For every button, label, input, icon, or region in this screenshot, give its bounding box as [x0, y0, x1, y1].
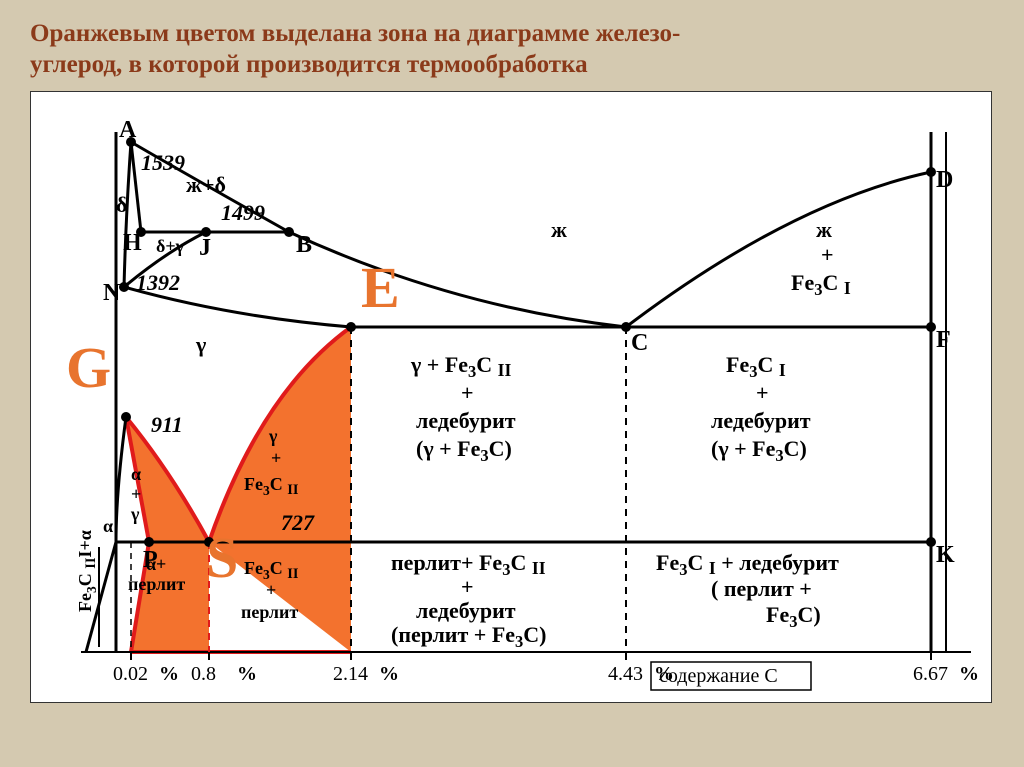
svg-text:(γ + Fe3C): (γ + Fe3C) — [416, 436, 512, 465]
title-line-2: углерод, в которой производится термообр… — [30, 51, 588, 78]
svg-text:+: + — [461, 574, 474, 599]
svg-text:F: F — [936, 327, 951, 353]
svg-text:2.14: 2.14 — [333, 663, 368, 685]
svg-text:содержание C: содержание C — [659, 665, 778, 687]
svg-text:α+: α+ — [146, 554, 166, 574]
svg-text:(γ + Fe3C): (γ + Fe3C) — [711, 436, 807, 465]
svg-text:0.8: 0.8 — [191, 663, 216, 685]
svg-text:%: % — [959, 663, 979, 685]
svg-text:+: + — [461, 380, 474, 405]
svg-text:(перлит + Fe3C): (перлит + Fe3C) — [391, 622, 547, 651]
svg-text:727: 727 — [281, 510, 315, 535]
svg-text:перлит: перлит — [128, 574, 185, 594]
svg-text:+: + — [821, 242, 834, 267]
svg-text:A: A — [119, 117, 137, 143]
svg-text:%: % — [159, 663, 179, 685]
svg-text:J: J — [199, 235, 211, 261]
svg-text:1499: 1499 — [221, 200, 265, 225]
svg-text:+: + — [271, 448, 281, 468]
svg-text:γ: γ — [195, 332, 206, 357]
svg-text:G: G — [66, 335, 111, 400]
svg-text:S: S — [206, 525, 238, 590]
svg-text:K: K — [936, 542, 955, 568]
svg-text:δ: δ — [116, 192, 127, 217]
svg-text:ледебурит: ледебурит — [416, 408, 516, 433]
svg-text:4.43: 4.43 — [608, 663, 643, 685]
svg-text:H: H — [123, 230, 142, 256]
svg-text:1392: 1392 — [136, 270, 180, 295]
title-line-1: Оранжевым цветом выделана зона на диагра… — [30, 20, 680, 47]
svg-text:1539: 1539 — [141, 150, 185, 175]
svg-text:+: + — [131, 484, 141, 504]
svg-text:+: + — [756, 380, 769, 405]
svg-text:δ+γ: δ+γ — [156, 236, 185, 256]
svg-text:B: B — [296, 232, 312, 258]
svg-text:γ + Fe3C II: γ + Fe3C II — [410, 352, 512, 381]
svg-text:перлит: перлит — [241, 602, 298, 622]
svg-text:α: α — [103, 516, 113, 536]
svg-text:ледебурит: ледебурит — [416, 598, 516, 623]
svg-text:α: α — [131, 464, 141, 484]
svg-text:E: E — [361, 255, 400, 320]
page-title: Оранжевым цветом выделана зона на диагра… — [0, 0, 1024, 91]
svg-text:ж+δ: ж+δ — [186, 172, 226, 197]
svg-text:%: % — [379, 663, 399, 685]
svg-text:ж: ж — [551, 217, 567, 242]
svg-text:911: 911 — [151, 412, 183, 437]
svg-text:6.67: 6.67 — [913, 663, 948, 685]
svg-text:ж: ж — [816, 217, 832, 242]
svg-text:γ: γ — [130, 504, 140, 524]
svg-text:ледебурит: ледебурит — [711, 408, 811, 433]
svg-text:γ: γ — [268, 426, 278, 446]
svg-text:C: C — [631, 330, 648, 356]
svg-text:( перлит +: ( перлит + — [711, 576, 812, 601]
svg-text:D: D — [936, 167, 953, 193]
svg-text:0.02: 0.02 — [113, 663, 148, 685]
diagram-svg: AHJBNDCFPKEGS727911139214991539δж+δδ+γжж… — [31, 92, 991, 702]
svg-text:N: N — [103, 280, 121, 306]
svg-text:%: % — [237, 663, 257, 685]
phase-diagram: AHJBNDCFPKEGS727911139214991539δж+δδ+γжж… — [30, 91, 992, 703]
svg-text:+: + — [266, 580, 276, 600]
